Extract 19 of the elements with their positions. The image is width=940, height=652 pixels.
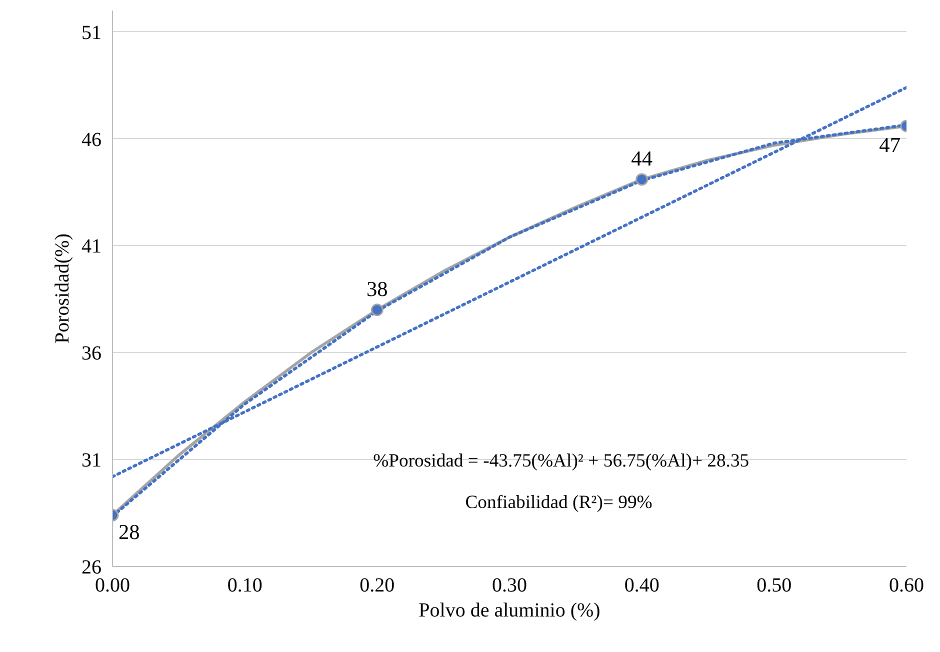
y-axis-title: Porosidad(%) <box>52 234 74 344</box>
annotation: Confiabilidad (R²)= 99% <box>465 492 652 514</box>
data-label: 28 <box>118 520 140 544</box>
y-tick-label: 36 <box>82 342 102 365</box>
x-tick-label: 0.30 <box>492 574 527 596</box>
x-tick-label: 0.20 <box>360 574 395 596</box>
x-tick-label: 0.40 <box>624 574 660 596</box>
x-tick-label: 0.10 <box>227 574 262 596</box>
x-tick-label: 0.60 <box>889 574 924 596</box>
x-axis-title: Polvo de aluminio (%) <box>418 600 600 622</box>
y-tick-label: 41 <box>82 236 102 258</box>
y-tick-label: 46 <box>82 128 102 151</box>
data-label: 44 <box>631 146 653 170</box>
data-label: 38 <box>366 276 388 301</box>
y-tick-label: 51 <box>82 22 102 44</box>
annotation: %Porosidad = -43.75(%Al)² + 56.75(%Al)+ 28.35 <box>373 450 750 472</box>
x-tick-label: 0.50 <box>756 574 792 596</box>
y-tick-label: 31 <box>82 450 102 472</box>
data-label: 47 <box>879 132 901 157</box>
